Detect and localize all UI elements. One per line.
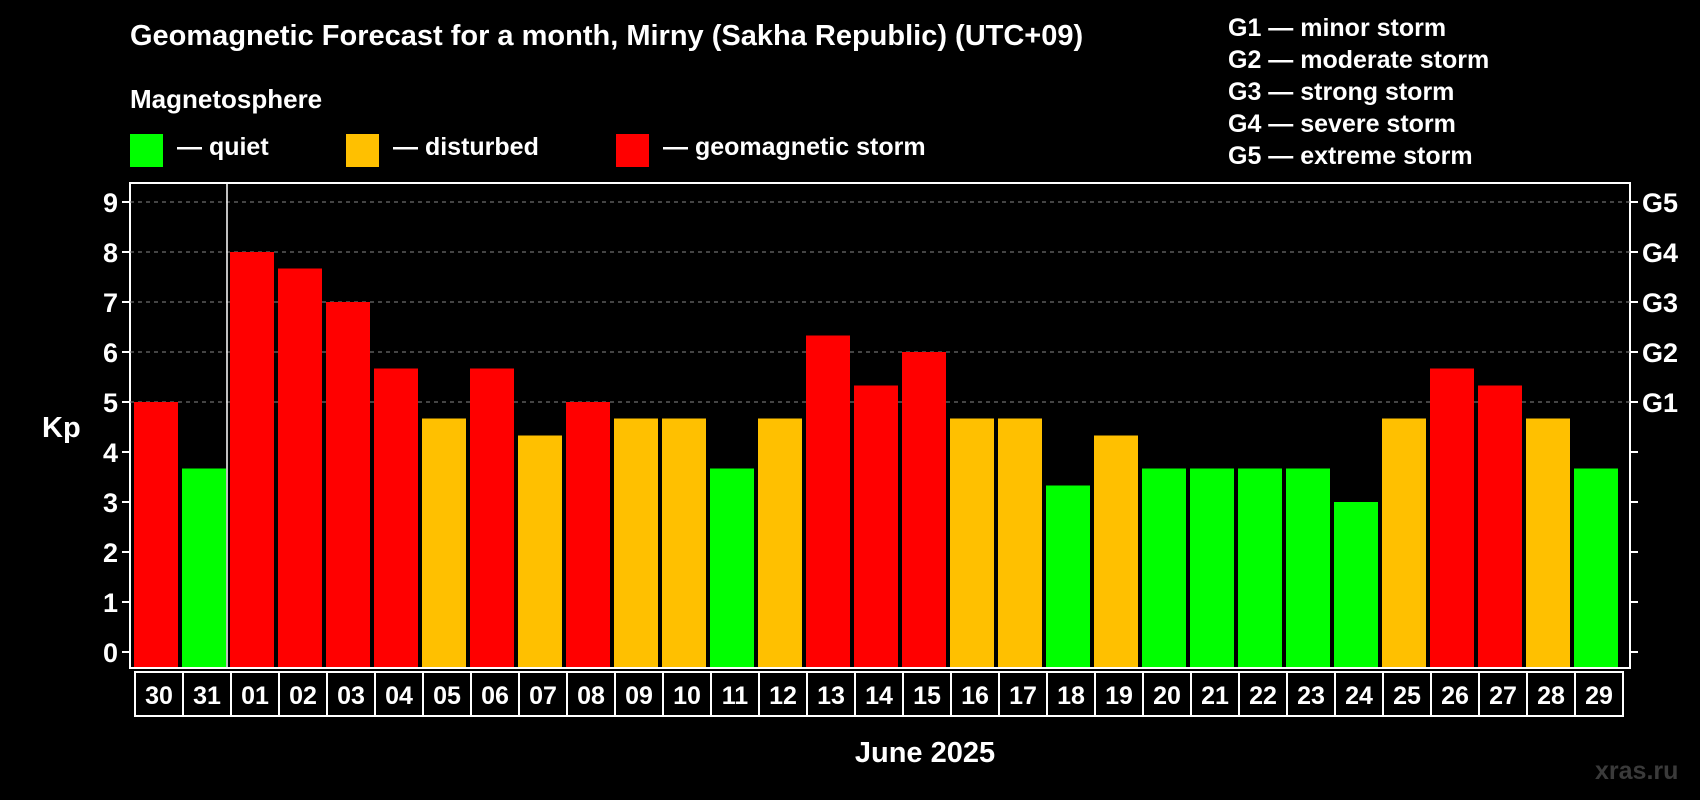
g-scale-g1: G1 — minor storm <box>1228 14 1447 42</box>
legend-swatch-storm <box>616 134 649 167</box>
right-tick-label-g3: G3 <box>1642 288 1678 318</box>
bar-09 <box>614 418 658 667</box>
date-label-12: 12 <box>769 682 797 710</box>
g-scale-g4: G4 — severe storm <box>1228 110 1456 138</box>
bar-30 <box>134 402 178 667</box>
date-label-04: 04 <box>385 682 413 710</box>
y-tick-label-4: 4 <box>103 438 118 468</box>
y-tick-label-6: 6 <box>103 338 118 368</box>
y-tick-label-5: 5 <box>103 388 118 418</box>
plot-frame <box>129 182 1631 669</box>
right-tick-label-g2: G2 <box>1642 338 1678 368</box>
legend-label-storm: — geomagnetic storm <box>663 133 926 161</box>
bar-08 <box>566 402 610 667</box>
date-label-19: 19 <box>1105 682 1133 710</box>
right-tick-label-g1: G1 <box>1642 388 1678 418</box>
date-label-15: 15 <box>913 682 941 710</box>
bar-06 <box>470 368 514 667</box>
date-label-18: 18 <box>1057 682 1085 710</box>
date-label-30: 30 <box>145 682 173 710</box>
date-label-22: 22 <box>1249 682 1277 710</box>
bar-22 <box>1238 468 1282 667</box>
bar-27 <box>1478 385 1522 667</box>
date-label-27: 27 <box>1489 682 1517 710</box>
legend-heading: Magnetosphere <box>130 84 323 114</box>
bar-25 <box>1382 418 1426 667</box>
y-tick-label-0: 0 <box>103 638 118 668</box>
date-label-25: 25 <box>1393 682 1421 710</box>
y-tick-label-1: 1 <box>103 588 118 618</box>
date-label-11: 11 <box>722 682 749 710</box>
legend-swatch-quiet <box>130 134 163 167</box>
date-label-29: 29 <box>1585 682 1613 710</box>
bar-14 <box>854 385 898 667</box>
bar-19 <box>1094 435 1138 667</box>
date-label-24: 24 <box>1345 682 1373 710</box>
bar-17 <box>998 418 1042 667</box>
right-tick-label-g4: G4 <box>1642 238 1678 268</box>
g-scale-g2: G2 — moderate storm <box>1228 46 1490 74</box>
date-label-21: 21 <box>1201 682 1229 710</box>
bar-20 <box>1142 468 1186 667</box>
date-label-28: 28 <box>1537 682 1565 710</box>
bar-31 <box>182 468 226 667</box>
right-tick-label-g5: G5 <box>1642 188 1678 218</box>
date-label-07: 07 <box>529 682 557 710</box>
y-tick-label-3: 3 <box>103 488 118 518</box>
bar-05 <box>422 418 466 667</box>
date-label-26: 26 <box>1441 682 1469 710</box>
bar-10 <box>662 418 706 667</box>
date-label-09: 09 <box>625 682 653 710</box>
legend-label-disturbed: — disturbed <box>393 133 539 161</box>
bar-02 <box>278 268 322 667</box>
bar-04 <box>374 368 418 667</box>
bar-24 <box>1334 502 1378 667</box>
y-axis-label: Kp <box>42 412 81 444</box>
date-label-08: 08 <box>577 682 605 710</box>
bar-13 <box>806 335 850 667</box>
date-label-20: 20 <box>1153 682 1181 710</box>
g-scale-g5: G5 — extreme storm <box>1228 142 1473 170</box>
y-tick-label-7: 7 <box>103 288 118 318</box>
date-label-17: 17 <box>1009 682 1037 710</box>
bar-03 <box>326 302 370 667</box>
chart-title: Geomagnetic Forecast for a month, Mirny … <box>130 20 1084 52</box>
date-label-13: 13 <box>817 682 845 710</box>
bar-29 <box>1574 468 1618 667</box>
date-label-16: 16 <box>961 682 989 710</box>
date-label-strip <box>134 671 1624 717</box>
g-scale-g3: G3 — strong storm <box>1228 78 1455 106</box>
date-label-23: 23 <box>1297 682 1325 710</box>
date-label-03: 03 <box>337 682 365 710</box>
bar-28 <box>1526 418 1570 667</box>
legend-swatch-disturbed <box>346 134 379 167</box>
bar-21 <box>1190 468 1234 667</box>
y-tick-label-2: 2 <box>103 538 118 568</box>
bar-26 <box>1430 368 1474 667</box>
watermark: xras.ru <box>1595 757 1679 785</box>
date-label-05: 05 <box>433 682 461 710</box>
bar-12 <box>758 418 802 667</box>
legend-label-quiet: — quiet <box>177 133 269 161</box>
date-label-14: 14 <box>865 682 893 710</box>
bar-16 <box>950 418 994 667</box>
date-label-02: 02 <box>289 682 317 710</box>
bar-11 <box>710 468 754 667</box>
date-label-10: 10 <box>673 682 701 710</box>
y-tick-label-8: 8 <box>103 238 118 268</box>
bar-01 <box>230 252 274 667</box>
bar-15 <box>902 352 946 667</box>
date-label-06: 06 <box>481 682 509 710</box>
date-label-31: 31 <box>193 682 221 710</box>
date-label-01: 01 <box>241 682 269 710</box>
y-tick-label-9: 9 <box>103 188 118 218</box>
bar-07 <box>518 435 562 667</box>
x-axis-label: June 2025 <box>854 737 996 769</box>
bar-18 <box>1046 485 1090 667</box>
bar-23 <box>1286 468 1330 667</box>
